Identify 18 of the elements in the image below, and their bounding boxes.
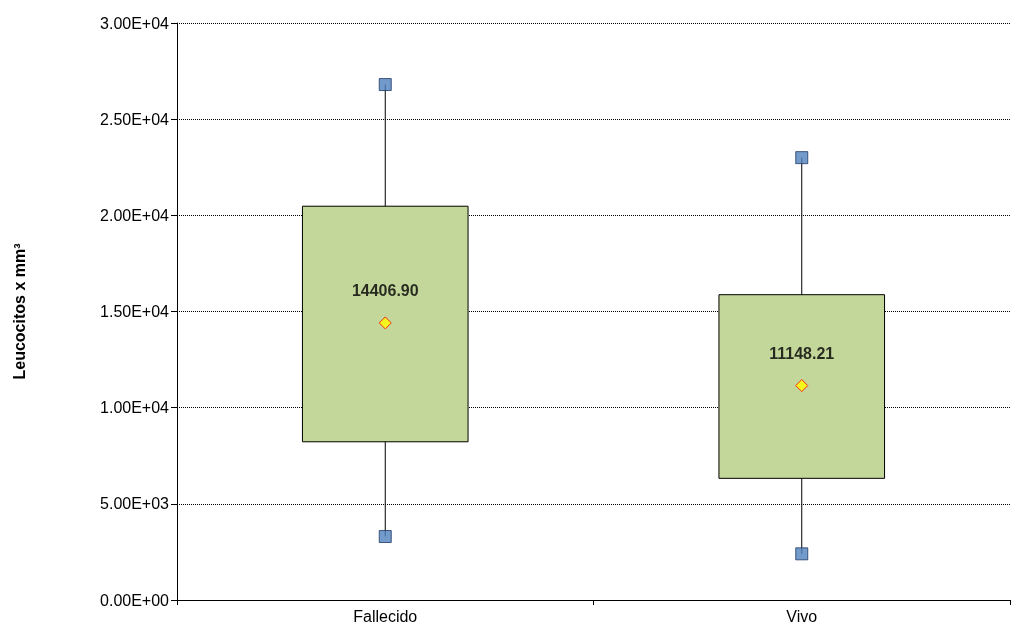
y-tick-label: 3.00E+04 [100, 14, 170, 32]
x-tick-label: Vivo [786, 607, 818, 625]
y-tick-label: 2.00E+04 [100, 206, 170, 224]
y-axis-title: Leucocitos x mm³ [10, 243, 28, 380]
x-tick-label: Fallecido [353, 607, 418, 625]
y-tick-label: 2.50E+04 [100, 110, 170, 128]
point [795, 151, 809, 165]
y-tick-label: 1.50E+04 [100, 303, 170, 320]
point [795, 379, 809, 393]
data-label: 14406.90 [351, 281, 419, 299]
data-label: 11148.21 [769, 344, 835, 362]
point [378, 530, 392, 544]
y-tick-label: 0.00E+00 [100, 591, 170, 609]
point [795, 547, 809, 561]
point [378, 78, 392, 92]
y-tick-label: 1.00E+04 [100, 399, 170, 417]
y-tick-label: 5.00E+03 [100, 495, 170, 513]
point [378, 316, 392, 330]
